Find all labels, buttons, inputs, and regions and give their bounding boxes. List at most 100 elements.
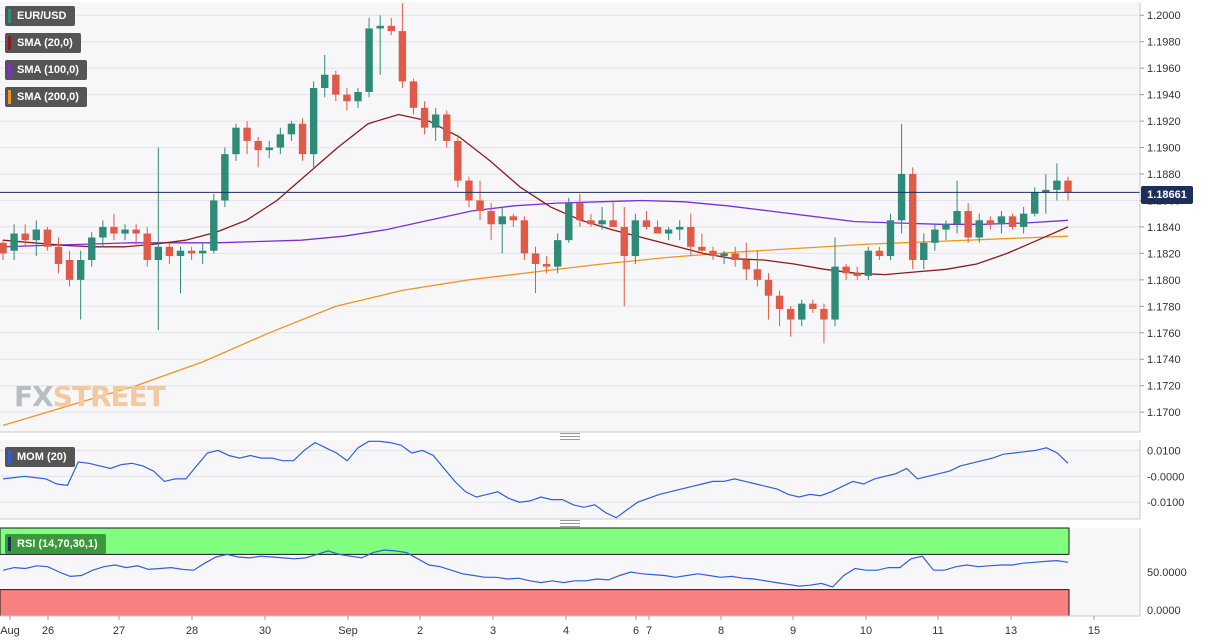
time-tick-label: Aug <box>0 625 20 637</box>
rsi-tick-label: 0.0000 <box>1147 605 1181 617</box>
candle-body <box>953 211 961 225</box>
time-tick-label: 7 <box>646 625 652 637</box>
time-tick-label: 13 <box>1005 625 1017 637</box>
symbol-swatch <box>8 9 11 23</box>
candle-body <box>653 226 662 234</box>
candle-body <box>1031 192 1039 214</box>
rsi-oversold-band <box>0 589 1070 617</box>
price-tick-label: 1.1880 <box>1147 169 1181 181</box>
candle-body <box>831 266 839 320</box>
candle-body <box>232 127 240 155</box>
candle-body <box>565 203 573 241</box>
mom-swatch <box>8 450 11 464</box>
candle-body <box>809 303 817 309</box>
candle-body <box>32 229 40 241</box>
price-tick-label: 1.1720 <box>1147 381 1181 393</box>
candle-body <box>54 246 63 264</box>
legend-sma-200-label: SMA (200,0) <box>17 91 79 103</box>
current-price-badge: 1.18661 <box>1141 186 1193 204</box>
candle-body <box>598 220 606 225</box>
candle-body <box>531 253 540 264</box>
candle-body <box>43 229 52 247</box>
candle-body <box>354 91 362 102</box>
time-tick-label: 6 <box>633 625 639 637</box>
candle-body <box>176 250 185 257</box>
candle-body <box>265 147 273 151</box>
time-tick-label: 11 <box>932 625 943 637</box>
watermark-part-1: FX <box>14 380 54 413</box>
candle-body <box>1064 180 1072 193</box>
candle-body <box>875 250 884 257</box>
price-tick-label: 1.1700 <box>1147 407 1181 419</box>
candle-body <box>476 200 484 212</box>
candle-body <box>487 211 495 225</box>
pane-resize-handle-mom[interactable] <box>560 433 580 440</box>
price-axis-ticks: 1.2000 1.1980 1.1960 1.1940 1.1920 1.1900 1.18… <box>1140 10 1181 419</box>
candle-body <box>720 253 728 257</box>
sma-20-swatch <box>8 36 11 50</box>
candle-body <box>997 216 1006 225</box>
time-axis: Aug 26 27 28 30 Sep 2 3 4 6 7 8 9 10 11 13 15 <box>0 616 1100 637</box>
price-tick-label: 1.1940 <box>1147 90 1181 102</box>
candle-body <box>154 246 163 260</box>
candle-body <box>520 220 529 254</box>
price-tick-label: 1.1820 <box>1147 248 1181 260</box>
candle-body <box>465 180 473 201</box>
mom-tick-label: -0.0100 <box>1147 497 1184 509</box>
candle-body <box>753 269 762 280</box>
rsi-axis-ticks: 50.0000 0.0000 <box>1147 567 1187 617</box>
price-tick-label: 1.1760 <box>1147 328 1181 340</box>
rsi-overbought-band <box>0 527 1070 555</box>
legend-sma-100[interactable]: SMA (100,0) <box>5 60 87 80</box>
candle-body <box>298 123 307 155</box>
candle-body <box>709 250 717 257</box>
legend-rsi-label: RSI (14,70,30,1) <box>17 538 98 550</box>
time-tick-label: 2 <box>417 625 423 637</box>
legend-symbol[interactable]: EUR/USD <box>5 6 75 26</box>
legend-sma-20[interactable]: SMA (20,0) <box>5 33 81 53</box>
candle-body <box>1019 213 1028 227</box>
pane-resize-handle-rsi[interactable] <box>560 520 580 527</box>
time-tick-label: 10 <box>860 625 872 637</box>
price-tick-label: 1.1900 <box>1147 143 1181 155</box>
rsi-series-line <box>2 549 1069 588</box>
candle-body <box>132 229 140 234</box>
candle-body <box>376 25 384 29</box>
mom-pane-background <box>0 440 1140 519</box>
candle-body <box>786 308 795 320</box>
candle-body <box>198 250 207 254</box>
candles <box>0 3 1072 344</box>
candle-body <box>187 250 196 254</box>
watermark-part-2: STREET <box>52 380 166 413</box>
legend-symbol-label: EUR/USD <box>17 10 67 22</box>
candle-body <box>609 220 617 227</box>
candle-body <box>676 226 684 230</box>
rsi-tick-label: 50.0000 <box>1147 567 1187 579</box>
legend-mom[interactable]: MOM (20) <box>5 447 75 467</box>
rsi-swatch <box>8 537 11 551</box>
candle-body <box>764 279 773 296</box>
time-tick-label: 8 <box>718 625 724 637</box>
candle-body <box>10 233 18 251</box>
fxstreet-watermark-logo: FXSTREET <box>14 380 166 413</box>
candle-body <box>742 260 750 270</box>
candle-body <box>454 140 462 181</box>
candle-body <box>942 224 950 230</box>
candle-body <box>731 253 739 260</box>
candle-body <box>587 220 595 225</box>
candle-body <box>553 240 562 267</box>
candle-body <box>309 88 318 155</box>
legend-rsi[interactable]: RSI (14,70,30,1) <box>5 534 106 554</box>
time-tick-label: 4 <box>563 625 569 637</box>
time-tick-label: 27 <box>113 625 125 637</box>
candle-body <box>88 237 96 260</box>
sma-100-swatch <box>8 63 11 77</box>
legend-mom-label: MOM (20) <box>17 451 67 463</box>
time-tick-label: 3 <box>490 625 496 637</box>
mom-gridlines <box>0 449 1140 503</box>
legend-sma-200[interactable]: SMA (200,0) <box>5 87 87 107</box>
candle-body <box>498 216 506 225</box>
candle-body <box>820 308 828 320</box>
candle-body <box>21 233 29 241</box>
